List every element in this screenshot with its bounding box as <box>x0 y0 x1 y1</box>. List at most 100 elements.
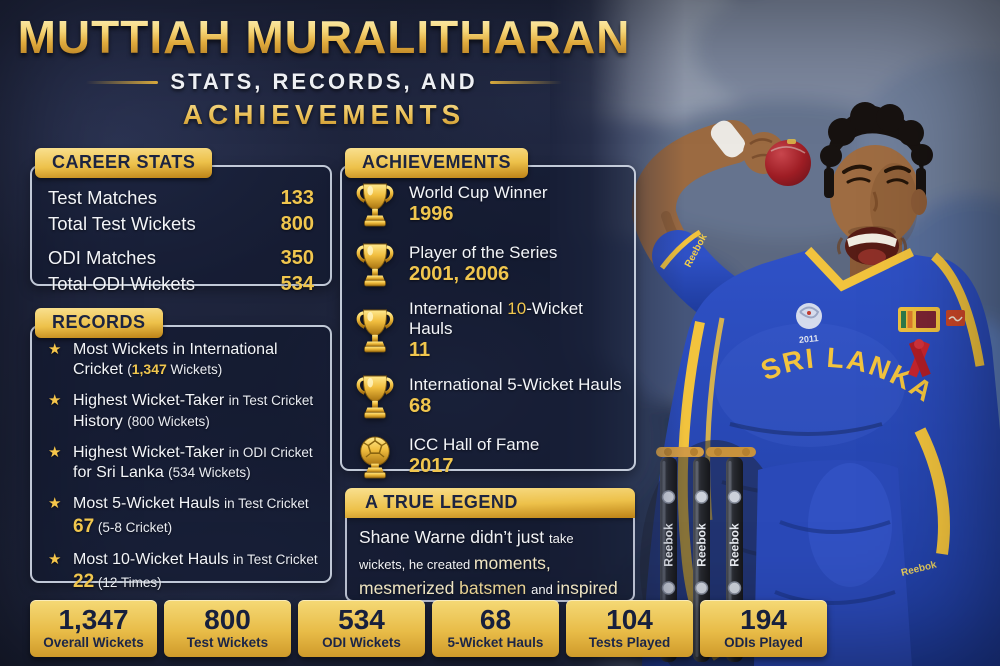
record-item: ★ Most Wickets in International Cricket (… <box>46 340 318 381</box>
star-icon: ★ <box>48 443 62 461</box>
page-title: MUTTIAH MURALITHARAN <box>0 14 648 60</box>
record-segment: (5-8 Cricket) <box>94 519 173 535</box>
achievement-item: ICC Hall of Fame 2017 <box>354 431 624 482</box>
record-segment: Highest Wicket-Taker <box>73 392 229 410</box>
trophy-icon <box>354 373 396 421</box>
subtitle-achievements: ACHIEVEMENTS <box>0 99 648 131</box>
record-item: ★ Highest Wicket-Taker in ODI Cricket for… <box>46 443 318 484</box>
achievement-text: ICC Hall of Fame 2017 <box>409 435 539 479</box>
bottom-stat-label: ODI Wickets <box>322 634 401 650</box>
achievement-item: International 10-Wicket Hauls 11 <box>354 299 624 362</box>
record-segment: in Test Cricket <box>228 393 314 409</box>
bottom-stat-label: Overall Wickets <box>43 634 144 650</box>
record-segment: 1,347 <box>131 361 167 378</box>
achievement-title-segment: World Cup Winner <box>409 182 548 202</box>
record-text: Most Wickets in International Cricket (1… <box>73 341 278 378</box>
bottom-stat-label: Tests Played <box>588 634 671 650</box>
record-item: ★ Most 5-Wicket Hauls in Test Cricket 67 (… <box>46 494 318 539</box>
quote-segment: moments, mesmerized <box>359 552 551 599</box>
true-legend-panel: A TRUE LEGEND Shane Warne didn’t just ta… <box>345 488 635 620</box>
achievement-title: International 10-Wicket Hauls <box>409 299 624 338</box>
bottom-stat-value: 104 <box>606 604 653 636</box>
trophy-icon <box>354 307 396 355</box>
achievement-title: Player of the Series <box>409 243 557 263</box>
career-stat-value: 534 <box>280 273 314 295</box>
record-segment: Wickets) <box>166 362 223 378</box>
career-stat-row: Total ODI Wickets 534 <box>48 273 314 296</box>
achievements-panel: ACHIEVEMENTS World Cup Winner 1996 Player … <box>340 148 636 478</box>
achievement-title-segment: 10 <box>507 299 527 318</box>
achievement-title-segment: International <box>409 299 508 318</box>
record-segment: 22 <box>73 571 95 593</box>
record-text: Highest Wicket-Taker in Test Cricket His… <box>73 392 313 429</box>
record-segment: Most 10-Wicket Hauls <box>73 550 234 568</box>
records-header: RECORDS <box>35 308 163 338</box>
title-block: MUTTIAH MURALITHARAN STATS, RECORDS, AND… <box>0 14 648 131</box>
record-segment: Highest Wicket-Taker <box>73 443 229 461</box>
achievement-text: Player of the Series 2001, 2006 <box>409 243 557 287</box>
true-legend-quote: Shane Warne didn’t just take wickets, he… <box>345 518 635 620</box>
gold-divider-right <box>489 80 562 84</box>
record-segment: in Test Cricket <box>224 496 309 512</box>
record-segment: for Sri Lanka <box>73 464 169 482</box>
bottom-stat-value: 194 <box>740 604 787 636</box>
record-segment: History <box>73 412 128 430</box>
record-text: Highest Wicket-Taker in ODI Cricket for … <box>73 444 313 481</box>
bottom-stat-card: 104 Tests Played <box>566 600 693 657</box>
star-icon: ★ <box>48 341 62 358</box>
bottom-stat-label: Test Wickets <box>186 634 269 650</box>
record-segment: in Test Cricket <box>233 551 318 567</box>
quote-segment: batsmen <box>459 578 532 599</box>
subtitle-row: STATS, RECORDS, AND <box>0 69 648 95</box>
achievement-title: ICC Hall of Fame <box>409 435 539 455</box>
career-stat-value: 350 <box>280 247 314 269</box>
achievement-title: World Cup Winner <box>409 183 548 203</box>
bottom-stat-card: 800 Test Wickets <box>164 600 291 657</box>
achievement-title: International 5-Wicket Hauls <box>409 375 622 395</box>
bottom-stats-bar: 1,347 Overall Wickets 800 Test Wickets 534 OD… <box>30 600 827 657</box>
career-stat-label: ODI Matches <box>48 247 156 268</box>
record-segment: Most 5-Wicket Hauls <box>73 495 225 513</box>
achievement-value: 2001, 2006 <box>409 263 510 286</box>
quote-segment: and <box>531 582 557 598</box>
career-stat-row: ODI Matches 350 <box>48 247 314 270</box>
achievement-text: World Cup Winner 1996 <box>409 183 548 227</box>
trophy-icon <box>354 181 396 229</box>
achievement-title-segment: International 5-Wicket Hauls <box>409 374 622 394</box>
achievement-title-segment: -Wicket Hauls <box>409 299 583 338</box>
achievement-text: International 5-Wicket Hauls 68 <box>409 375 622 419</box>
achievement-value: 11 <box>409 339 431 362</box>
globe-icon <box>354 433 396 481</box>
career-stats-rows: Test Matches 133 Total Test Wickets 800 ODI … <box>30 165 332 295</box>
record-segment: (800 Wickets) <box>127 413 210 429</box>
bottom-stat-card: 534 ODI Wickets <box>298 600 425 657</box>
achievement-value: 68 <box>409 395 432 418</box>
career-stat-value: 133 <box>280 187 314 209</box>
player-photo: Reebok <box>550 0 1000 666</box>
career-stats-header: CAREER STATS <box>35 148 213 178</box>
quote-segment: take wickets, <box>359 531 574 572</box>
career-stat-row: Test Matches 133 <box>48 187 314 210</box>
bottom-stat-label: 5-Wicket Hauls <box>447 634 544 650</box>
quote-segment: he created <box>408 556 474 572</box>
achievements-header: ACHIEVEMENTS <box>345 148 529 178</box>
record-text: Most 10-Wicket Hauls in Test Cricket 22 (… <box>73 550 318 593</box>
star-icon: ★ <box>48 392 62 410</box>
star-icon: ★ <box>48 495 62 513</box>
bottom-stat-card: 68 5-Wicket Hauls <box>432 600 559 657</box>
career-stat-row: Total Test Wickets 800 <box>48 213 314 236</box>
record-item: ★ Highest Wicket-Taker in Test Cricket Hi… <box>46 391 318 432</box>
record-item: ★ Most 10-Wicket Hauls in Test Cricket 22 … <box>46 550 318 595</box>
career-stat-label: Total ODI Wickets <box>48 273 195 294</box>
achievement-item: World Cup Winner 1996 <box>354 179 624 230</box>
achievement-title-segment: Player of the Series <box>409 242 558 262</box>
achievement-value: 1996 <box>409 203 454 226</box>
career-stat-label: Total Test Wickets <box>48 213 196 234</box>
career-stats-panel: CAREER STATS Test Matches 133 Total Test W… <box>30 148 332 295</box>
record-segment: (12 Times) <box>94 575 162 591</box>
bottom-stat-value: 68 <box>479 604 512 636</box>
achievement-text: International 10-Wicket Hauls 11 <box>409 299 624 362</box>
bottom-stat-card: 1,347 Overall Wickets <box>30 600 157 657</box>
bottom-stat-value: 1,347 <box>58 604 129 636</box>
